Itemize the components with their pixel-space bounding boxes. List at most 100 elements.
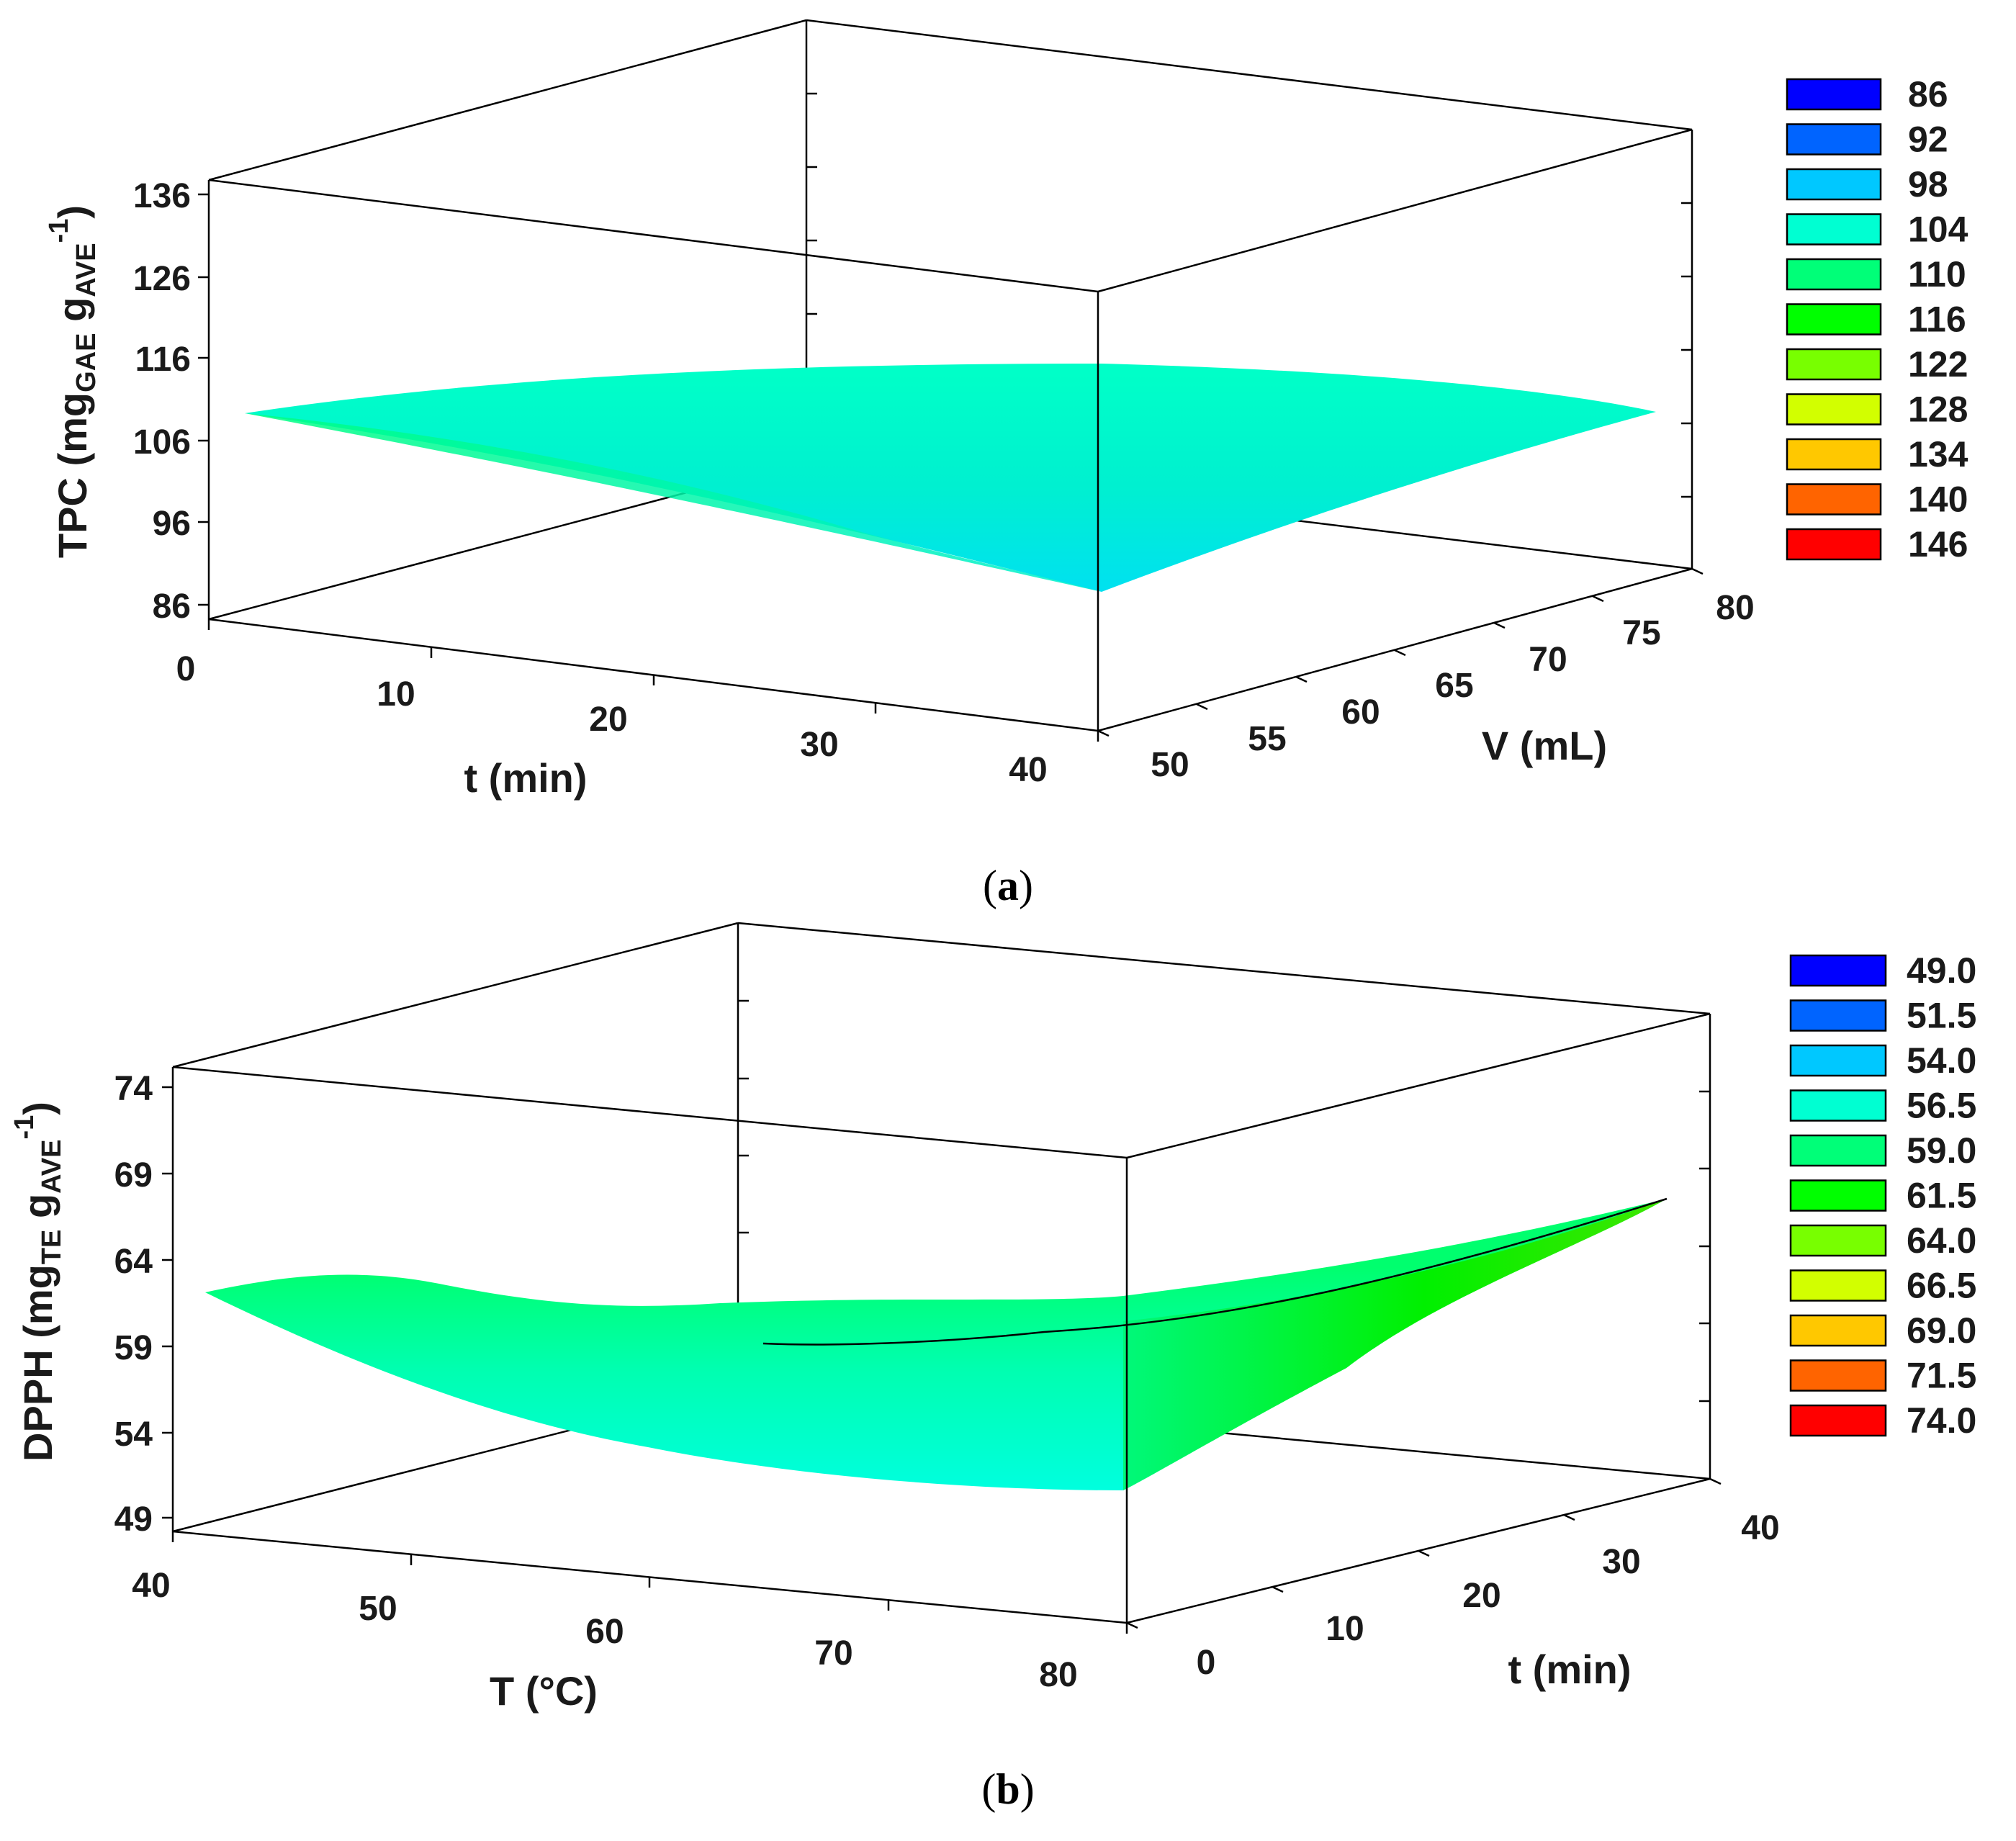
caption-a: (a) — [983, 862, 1033, 909]
legend-label: 128 — [1908, 390, 1968, 430]
legend-label: 134 — [1908, 434, 1968, 474]
z-tick: 126 — [133, 260, 191, 298]
x-tick: 0 — [176, 650, 196, 688]
legend-label: 98 — [1908, 164, 1948, 204]
surface-a-far — [245, 364, 1656, 592]
legend-swatch — [1789, 1089, 1887, 1122]
panel-a: 86 96 106 116 126 136 0 10 20 30 40 50 5… — [44, 19, 1968, 909]
legend-label: 61.5 — [1907, 1176, 1976, 1216]
x-axis-ticks-b — [171, 1531, 1128, 1634]
x-tick: 40 — [132, 1567, 170, 1605]
right-edge-ticks — [1681, 202, 1692, 498]
legend-swatch — [1786, 528, 1882, 561]
z-tick: 86 — [153, 588, 191, 626]
legend-label: 104 — [1908, 210, 1968, 250]
y-tick: 80 — [1716, 589, 1754, 627]
box-edge — [806, 19, 1693, 131]
box-edge — [1097, 128, 1693, 293]
z-tick: 136 — [133, 177, 191, 215]
z-tick: 106 — [133, 423, 191, 462]
y-tick: 65 — [1435, 667, 1473, 705]
legend-label: 110 — [1908, 254, 1966, 294]
x-tick: 80 — [1039, 1656, 1077, 1694]
z-tick: 59 — [114, 1329, 153, 1367]
legend-swatch — [1789, 1224, 1887, 1257]
x-tick: 50 — [359, 1590, 397, 1628]
legend-swatch — [1786, 123, 1882, 156]
legend-swatch — [1789, 999, 1887, 1032]
y-axis-label: t (min) — [1508, 1647, 1631, 1692]
legend-swatch — [1786, 393, 1882, 426]
x-axis-label: T (°C) — [490, 1668, 598, 1714]
x-axis-ticks-a — [207, 619, 1099, 742]
legend-label: 51.5 — [1907, 996, 1976, 1036]
panel-b: 49 54 59 64 69 74 40 50 60 70 80 0 10 20… — [9, 922, 1976, 1813]
legend-swatch — [1786, 78, 1882, 111]
legend-label: 59.0 — [1907, 1130, 1976, 1171]
x-tick: 70 — [814, 1634, 852, 1673]
legend-label: 71.5 — [1907, 1356, 1976, 1396]
legend-label: 49.0 — [1907, 950, 1976, 991]
y-axis-ticks-a — [1097, 567, 1704, 737]
legend-label: 146 — [1908, 524, 1968, 564]
z-tick: 69 — [114, 1156, 153, 1194]
z-axis-ticks-b — [162, 1086, 173, 1519]
legend-label: 54.0 — [1907, 1040, 1976, 1081]
legend-swatch — [1789, 1179, 1887, 1212]
x-tick: 30 — [800, 726, 838, 764]
z-tick: 74 — [114, 1070, 153, 1108]
surface-b-right-fold — [1123, 1199, 1667, 1490]
box-edge — [208, 19, 807, 181]
y-tick: 60 — [1341, 693, 1380, 732]
legend-label: 86 — [1908, 74, 1948, 114]
legend-swatch — [1789, 1404, 1887, 1437]
y-tick: 70 — [1529, 641, 1567, 679]
legend-swatch — [1789, 1134, 1887, 1167]
y-tick: 40 — [1741, 1509, 1779, 1547]
surface-b-ridge — [762, 1197, 1668, 1346]
caption-b: (b) — [981, 1765, 1034, 1813]
x-tick: 60 — [585, 1613, 624, 1651]
legend-swatch — [1789, 1044, 1887, 1077]
legend-swatch — [1786, 303, 1882, 336]
legend-swatch — [1786, 213, 1882, 246]
y-tick: 30 — [1602, 1543, 1640, 1581]
y-tick: 10 — [1326, 1610, 1364, 1648]
y-tick: 55 — [1248, 720, 1286, 758]
z-axis-label: DPPH (mgTE gAVE-1) — [9, 1102, 67, 1462]
z-tick: 64 — [114, 1243, 153, 1281]
legend-swatch — [1789, 1359, 1887, 1392]
box-edge — [172, 922, 739, 1068]
legend-swatch — [1786, 438, 1882, 471]
legend-label: 92 — [1908, 120, 1948, 160]
box-edge — [172, 1066, 1128, 1159]
z-tick: 49 — [114, 1500, 153, 1539]
y-axis-label: V (mL) — [1482, 723, 1607, 768]
surface-b-main — [205, 1199, 1667, 1490]
legend-swatch — [1786, 348, 1882, 381]
x-tick: 10 — [377, 675, 415, 714]
x-tick: 20 — [589, 701, 627, 739]
legend-b: 49.0 51.554.0 56.559.0 61.564.0 66.569.0 71.5… — [1789, 950, 1976, 1441]
legend-label: 56.5 — [1907, 1086, 1976, 1126]
y-tick: 75 — [1622, 614, 1660, 652]
z-tick: 96 — [153, 505, 191, 543]
x-tick: 40 — [1009, 751, 1047, 789]
y-axis-ticks-b — [1126, 1477, 1722, 1629]
z-tick: 116 — [135, 341, 191, 379]
legend-swatch — [1786, 168, 1882, 201]
y-tick: 0 — [1197, 1644, 1216, 1682]
back-ticks — [738, 999, 749, 1312]
legend-swatch — [1789, 1269, 1887, 1302]
y-tick: 50 — [1151, 746, 1189, 784]
x-axis-label: t (min) — [464, 755, 587, 801]
legend-swatch — [1789, 954, 1887, 987]
legend-swatch — [1786, 483, 1882, 516]
box-edge — [1126, 1012, 1711, 1159]
legend-label: 74.0 — [1907, 1400, 1976, 1441]
z-axis-label: TPC (mgGAE gAVE-1) — [44, 205, 102, 558]
right-edge-ticks — [1699, 1090, 1710, 1403]
legend-label: 64.0 — [1907, 1220, 1976, 1261]
legend-swatch — [1786, 258, 1882, 291]
